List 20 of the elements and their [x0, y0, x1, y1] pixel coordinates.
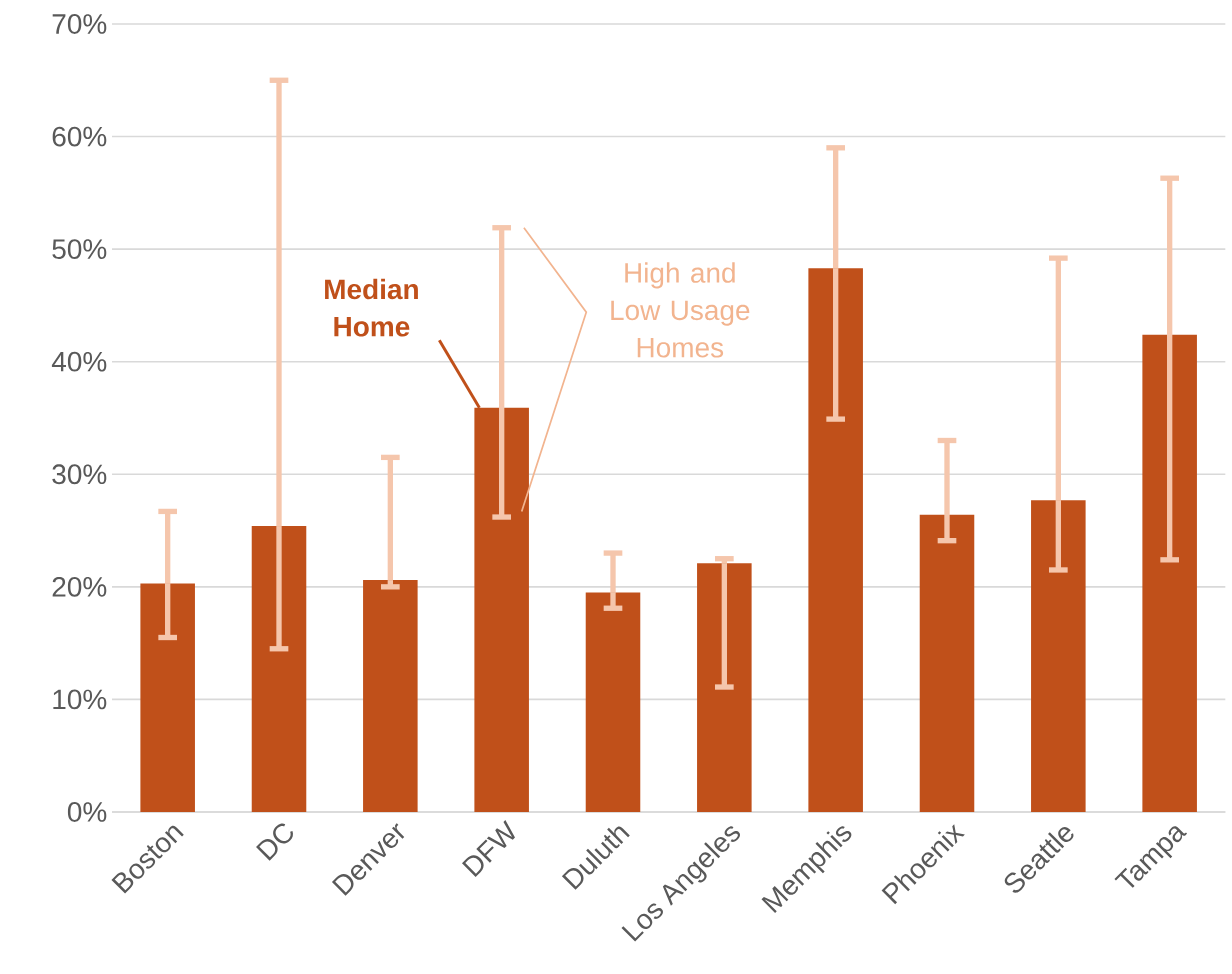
bar: [919, 514, 975, 812]
y-tick-label: 60%: [52, 126, 107, 147]
y-tick-label: 40%: [51, 351, 107, 372]
y-tick-label: 10%: [53, 689, 107, 710]
bar: [251, 526, 307, 812]
bar: [585, 592, 641, 812]
y-tick-label: 50%: [52, 239, 107, 260]
bar: [697, 563, 752, 812]
bar: [363, 580, 418, 812]
bar: [1031, 500, 1086, 812]
y-tick-label: 70%: [52, 14, 107, 34]
bar: [1142, 334, 1197, 812]
y-tick-label: 30%: [52, 464, 107, 485]
x-tick-label: DC: [256, 823, 293, 861]
bar: [140, 583, 195, 812]
annotation: Median Home: [325, 278, 418, 337]
y-tick-label: 0%: [67, 802, 107, 822]
y-tick-label: 20%: [52, 576, 107, 597]
bar: [808, 268, 863, 812]
annotation: High and Low Usage Homes: [611, 262, 750, 358]
